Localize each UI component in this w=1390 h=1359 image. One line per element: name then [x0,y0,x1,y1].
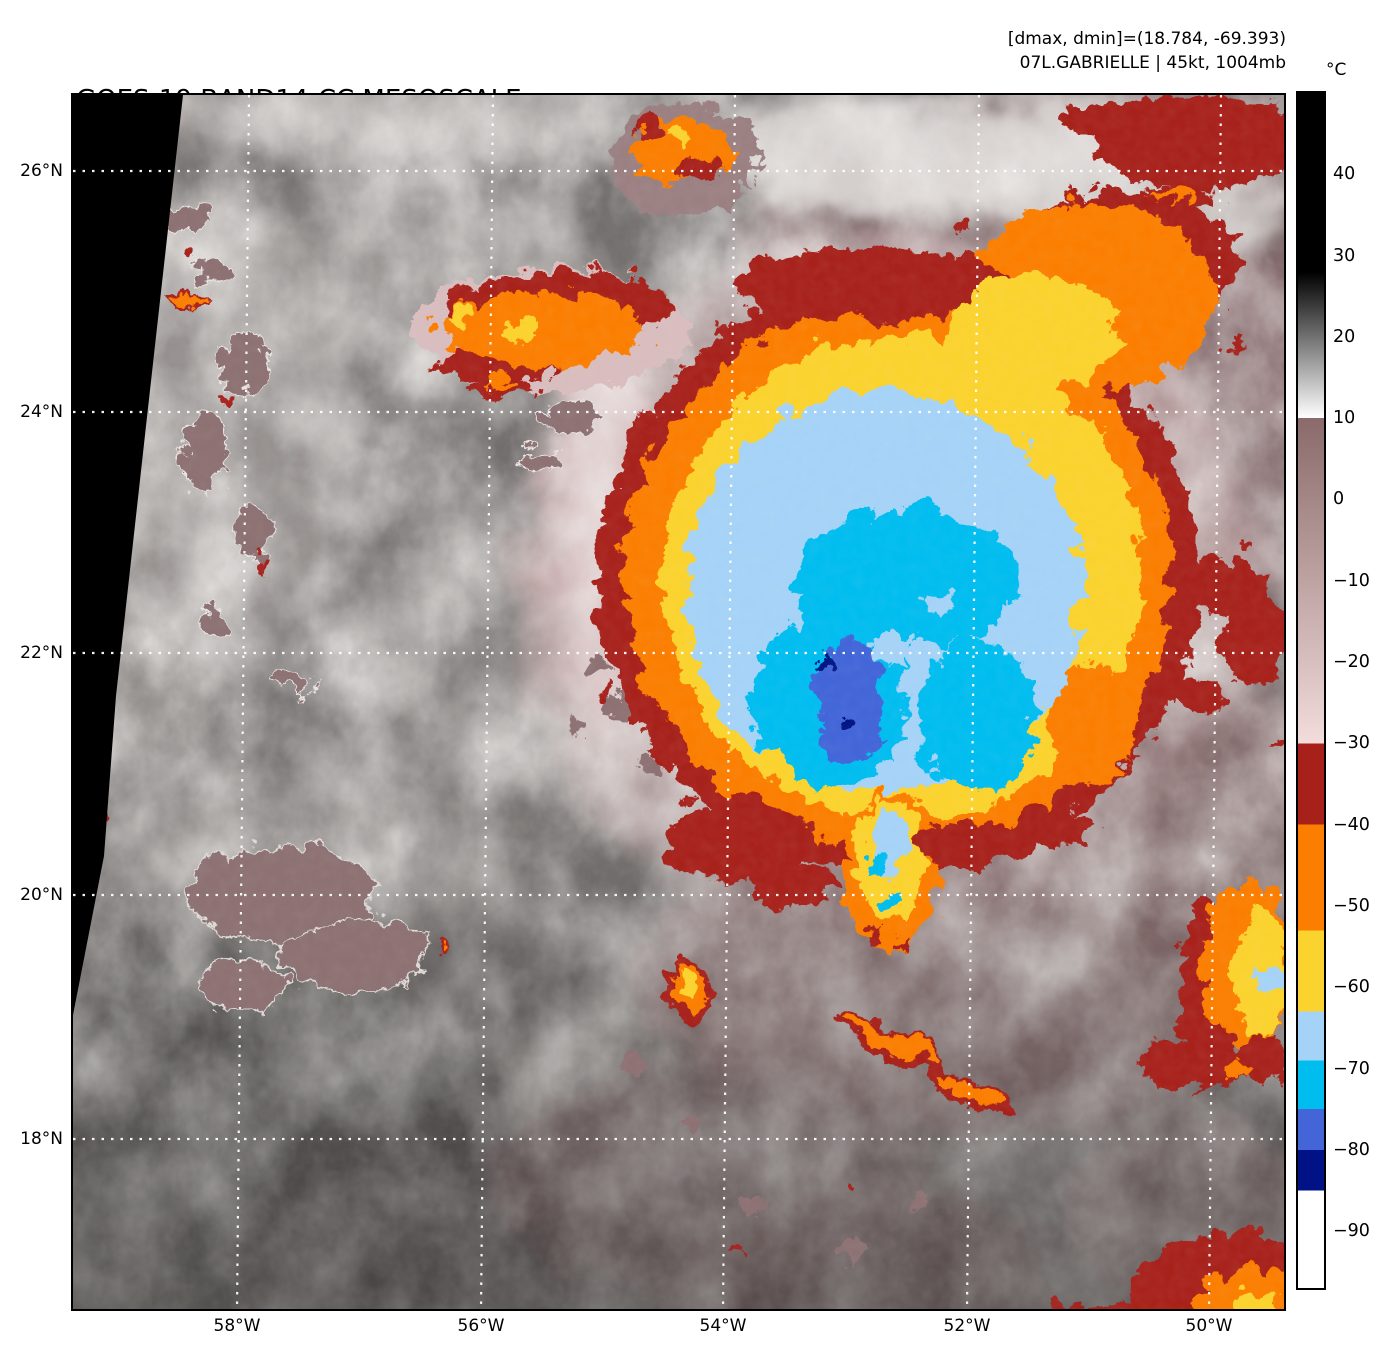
lon-axis-label: 56°W [457,1316,505,1336]
colorbar-tick-label: 30 [1333,245,1356,266]
lon-axis-label: 58°W [213,1316,261,1336]
info-line-storm: 07L.GABRIELLE | 45kt, 1004mb [1019,53,1286,73]
colorbar-tick-label: −10 [1333,570,1370,591]
lat-axis-label: 18°N [20,1129,63,1149]
info-line-dmax-dmin: [dmax, dmin]=(18.784, -69.393) [1007,29,1286,49]
colorbar-tick-label: −90 [1333,1221,1370,1242]
no-data-wedge [73,95,183,1015]
colorbar-tick-label: 0 [1333,489,1345,510]
colorbar-tick-label: 40 [1333,164,1356,185]
lat-axis-label: 20°N [20,885,63,905]
colorbar-tick-label: −80 [1333,1139,1370,1160]
colorbar [1296,91,1326,1290]
colorbar-tick-label: −70 [1333,1058,1370,1079]
satellite-image [73,95,1284,1309]
lat-axis-label: 24°N [20,402,63,422]
colorbar-tick-label: −50 [1333,895,1370,916]
colorbar-tick-label: −40 [1333,814,1370,835]
colorbar-gradient [1298,93,1324,1288]
satellite-map-frame: Copyright © 2020-2025 Dapiya [71,93,1286,1311]
lon-axis-label: 52°W [943,1316,991,1336]
lat-axis-label: 22°N [20,643,63,663]
lon-axis-label: 54°W [699,1316,747,1336]
colorbar-tick-label: 10 [1333,408,1356,429]
colorbar-tick-label: −60 [1333,977,1370,998]
colorbar-tick-label: −30 [1333,733,1370,754]
colorbar-tick-label: 20 [1333,326,1356,347]
lat-axis-label: 26°N [20,161,63,181]
lon-axis-label: 50°W [1185,1316,1233,1336]
colorbar-unit-label: °C [1326,60,1347,80]
colorbar-tick-label: −20 [1333,652,1370,673]
figure-info: [dmax, dmin]=(18.784, -69.393) 07L.GABRI… [1008,27,1286,75]
